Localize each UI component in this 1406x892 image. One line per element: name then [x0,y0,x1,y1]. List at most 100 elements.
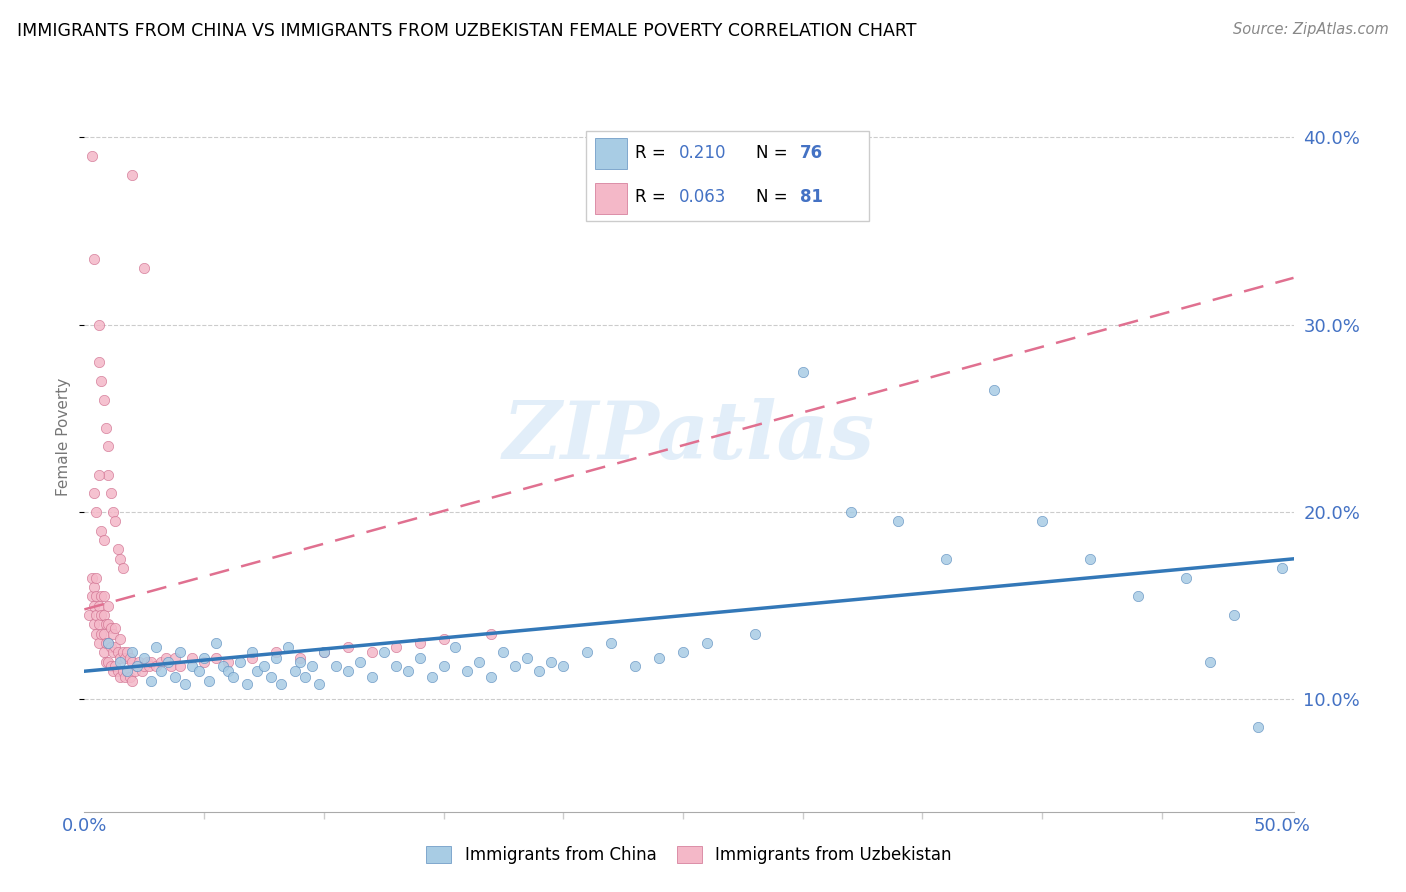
Point [229,655,252,669]
Point [1222,608,1244,623]
Point [240,646,263,660]
Point [135,655,157,669]
Point [97,617,120,632]
Point [456,664,478,679]
Point [101,505,124,519]
Point [277,640,299,654]
Point [312,646,335,660]
Point [205,651,228,665]
Point [294,670,316,684]
Point [121,168,143,182]
Point [373,646,395,660]
Point [240,651,263,665]
Point [264,646,287,660]
Point [505,658,527,673]
Point [86,589,108,603]
Text: 76: 76 [800,144,823,161]
Point [468,655,491,669]
Point [145,658,167,673]
Point [83,486,105,500]
Point [121,646,143,660]
Point [444,640,467,654]
Point [198,673,221,688]
Point [117,664,139,679]
Point [83,599,105,613]
Point [100,658,122,673]
Point [408,636,430,650]
Text: ZIPatlas: ZIPatlas [503,399,875,475]
Point [149,664,172,679]
Point [118,651,141,665]
Point [1174,571,1197,585]
Point [90,626,112,640]
Point [118,670,141,684]
Point [217,664,239,679]
Point [94,617,117,632]
Point [145,640,167,654]
Point [744,626,766,640]
Point [516,651,538,665]
Point [97,655,120,669]
Point [141,673,163,688]
Point [111,646,134,660]
Point [360,646,382,660]
Point [1126,589,1149,603]
Point [94,636,117,650]
Point [97,599,120,613]
Point [128,655,150,669]
Point [481,626,503,640]
Point [169,658,191,673]
Point [396,664,419,679]
Point [97,440,120,453]
Point [110,632,132,647]
Point [264,651,287,665]
Point [114,651,136,665]
Point [90,374,112,388]
Point [93,533,115,547]
Point [124,664,146,679]
Point [138,658,160,673]
Point [77,608,100,623]
Point [236,677,259,691]
Point [87,617,110,632]
Point [104,640,127,654]
Point [121,655,143,669]
Point [141,655,163,669]
Point [107,646,129,660]
Point [792,364,814,378]
Point [408,651,430,665]
Point [111,664,134,679]
Point [87,355,110,369]
Point [100,621,122,635]
Point [529,664,551,679]
Point [159,658,181,673]
Point [253,658,276,673]
Point [349,655,371,669]
FancyBboxPatch shape [586,131,869,221]
Point [93,646,115,660]
Point [80,149,103,163]
Point [165,670,187,684]
Point [90,589,112,603]
Point [193,651,215,665]
Point [246,664,269,679]
Text: IMMIGRANTS FROM CHINA VS IMMIGRANTS FROM UZBEKISTAN FEMALE POVERTY CORRELATION C: IMMIGRANTS FROM CHINA VS IMMIGRANTS FROM… [17,22,917,40]
Point [193,655,215,669]
Text: R =: R = [636,144,672,161]
Point [107,664,129,679]
Point [576,646,599,660]
Point [100,486,122,500]
FancyBboxPatch shape [595,137,627,169]
Point [188,664,211,679]
Point [360,670,382,684]
Text: R =: R = [636,188,672,206]
Point [155,651,177,665]
Point [325,658,347,673]
Point [134,261,156,276]
Point [97,467,120,482]
Point [696,636,718,650]
Point [600,636,623,650]
Point [481,670,503,684]
Point [104,621,127,635]
Point [114,670,136,684]
